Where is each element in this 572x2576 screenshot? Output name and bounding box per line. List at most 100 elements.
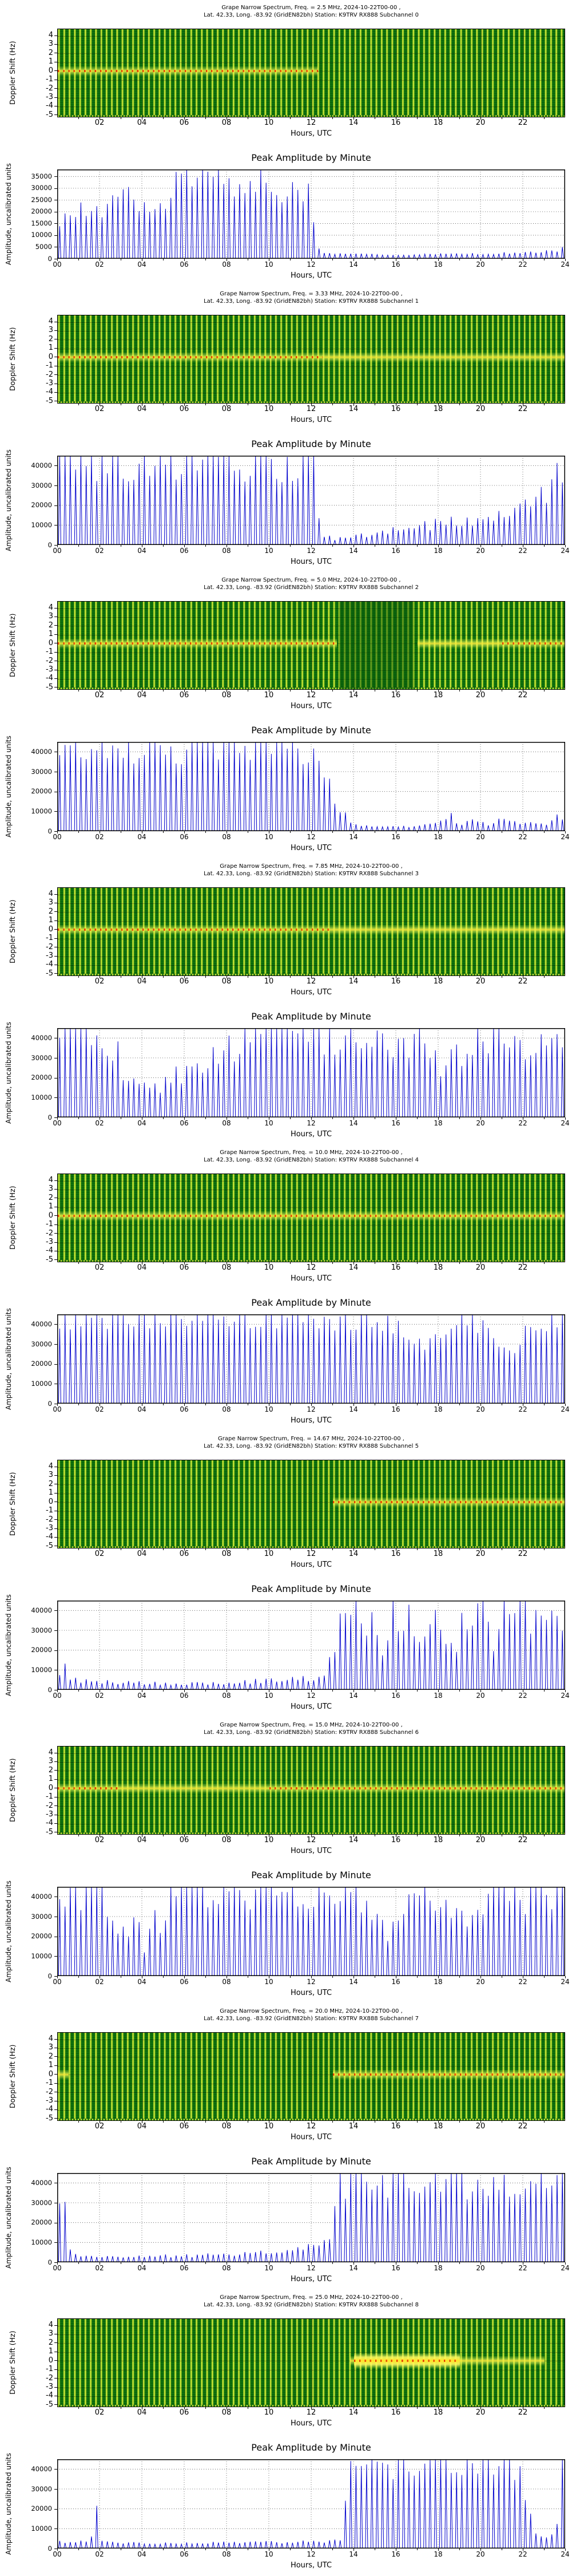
axis-tick-label: 0 — [47, 254, 52, 263]
axis-tick-label: 12 — [306, 1836, 316, 1844]
gridline — [269, 1460, 270, 1548]
tick-mark — [459, 259, 460, 260]
tick-mark — [332, 117, 333, 119]
tick-mark — [353, 2549, 354, 2551]
tick-mark — [54, 1528, 57, 1529]
axis-tick-label: 0 — [48, 1497, 53, 1506]
axis-tick-label: 3 — [48, 612, 53, 621]
tick-mark — [78, 259, 79, 260]
tick-mark — [290, 1835, 291, 1836]
tick-mark — [205, 1404, 206, 1405]
axis-tick-label: 08 — [221, 1550, 232, 1558]
tick-mark — [459, 1690, 460, 1692]
spectrogram-subtitle: Lat. 42.33, Long. -83.92 (GridEN82bh) St… — [204, 1157, 419, 1163]
axis-tick-label: 10 — [264, 833, 273, 841]
tick-mark — [205, 1835, 206, 1836]
spectrogram-title: Grape Narrow Spectrum, Freq. = 7.85 MHz,… — [220, 863, 403, 870]
axis-tick-label: 00 — [53, 833, 62, 841]
tick-mark — [163, 2262, 164, 2264]
spectrogram-xlabel: Hours, UTC — [290, 2419, 332, 2428]
tick-mark — [290, 1262, 291, 1264]
tick-mark — [459, 2407, 460, 2409]
axis-tick-label: 1 — [48, 1202, 53, 1211]
tick-mark — [78, 2407, 79, 2409]
axis-tick-label: 08 — [221, 691, 232, 700]
axis-tick-label: 4 — [48, 603, 53, 613]
tick-mark — [311, 2121, 312, 2123]
axis-tick-label: 02 — [94, 405, 105, 413]
axis-tick-label: 4 — [48, 2034, 53, 2044]
axis-tick-label: 10000 — [31, 520, 52, 529]
axis-tick-label: 0 — [48, 924, 53, 934]
axis-tick-label: 0 — [47, 2544, 52, 2553]
spectrogram-title: Grape Narrow Spectrum, Freq. = 20.0 MHz,… — [220, 2008, 403, 2014]
spectrogram-title: Grape Narrow Spectrum, Freq. = 14.67 MHz… — [218, 1436, 404, 1442]
tick-mark — [332, 2549, 333, 2550]
gridline — [142, 1460, 143, 1548]
gridline — [227, 1460, 228, 1548]
gridline — [58, 661, 565, 662]
axis-tick-label: 40000 — [31, 1319, 52, 1328]
amplitude-chart — [57, 456, 565, 545]
axis-tick-label: 18 — [433, 1836, 443, 1844]
spectrogram-subtitle: Lat. 42.33, Long. -83.92 (GridEN82bh) St… — [204, 12, 419, 18]
axis-tick-label: 06 — [179, 1263, 189, 1272]
tick-mark — [54, 505, 57, 506]
axis-tick-label: 24 — [561, 2264, 570, 2272]
axis-tick-label: 08 — [222, 260, 231, 268]
axis-tick-label: 12 — [307, 1119, 316, 1127]
tick-mark — [459, 1404, 460, 1405]
tick-mark — [184, 1690, 185, 1692]
axis-tick-label: -3 — [46, 1238, 53, 1247]
tick-mark — [438, 1117, 439, 1120]
gridline — [58, 1207, 565, 1208]
axis-tick-label: 16 — [391, 1836, 401, 1844]
axis-tick-label: 14 — [348, 1263, 359, 1272]
tick-mark — [163, 117, 164, 119]
axis-tick-label: 22 — [518, 2408, 528, 2417]
tick-mark — [205, 976, 206, 978]
axis-tick-label: 22 — [518, 1692, 527, 1700]
axis-tick-label: 10 — [264, 2122, 274, 2131]
axis-tick-label: 1 — [48, 1488, 53, 1498]
amplitude-xlabel: Hours, UTC — [290, 1989, 332, 1997]
axis-tick-label: 16 — [391, 2122, 401, 2131]
plot-frame — [57, 1601, 565, 1690]
tick-mark — [353, 1262, 354, 1265]
axis-tick-label: 18 — [433, 1263, 443, 1272]
red-dot-band — [502, 642, 565, 645]
tick-mark — [417, 1976, 418, 1978]
axis-tick-label: 12 — [307, 833, 316, 841]
axis-tick-label: 00 — [53, 2550, 62, 2558]
axis-tick-label: 14 — [348, 1550, 359, 1558]
tick-mark — [78, 2549, 79, 2550]
tick-mark — [332, 259, 333, 260]
axis-tick-label: 0 — [47, 827, 52, 835]
tick-mark — [417, 404, 418, 405]
axis-tick-label: 4 — [48, 31, 53, 40]
axis-tick-label: 16 — [391, 405, 401, 413]
axis-tick-label: 08 — [221, 2122, 232, 2131]
axis-tick-label: -2 — [46, 84, 53, 93]
tick-mark — [311, 2549, 312, 2551]
tick-mark — [353, 2121, 354, 2123]
tick-mark — [78, 117, 79, 119]
axis-tick-label: 14 — [349, 2550, 358, 2558]
axis-tick-label: 14 — [348, 2122, 359, 2131]
axis-tick-label: -5 — [46, 2400, 53, 2409]
axis-tick-label: 20 — [476, 1405, 485, 1413]
axis-tick-label: 08 — [221, 1836, 232, 1844]
plot-frame — [57, 1887, 565, 1976]
tick-mark — [438, 690, 439, 692]
spectrogram-title: Grape Narrow Spectrum, Freq. = 3.33 MHz,… — [220, 291, 403, 297]
tick-mark — [163, 1976, 164, 1978]
tick-mark — [459, 1976, 460, 1978]
tick-mark — [290, 545, 291, 547]
tick-mark — [205, 1690, 206, 1692]
tick-mark — [417, 2121, 418, 2123]
axis-tick-label: 12 — [307, 260, 316, 268]
tick-mark — [290, 2549, 291, 2550]
tick-mark — [480, 690, 481, 692]
axis-tick-label: 40000 — [31, 1606, 52, 1614]
axis-tick-label: 14 — [348, 2408, 359, 2417]
